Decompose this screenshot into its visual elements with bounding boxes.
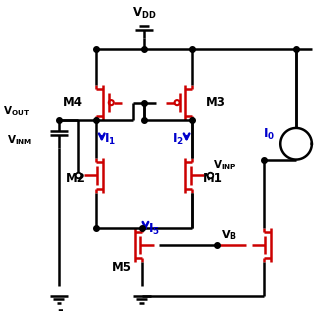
Text: $\mathbf{V_{INP}}$: $\mathbf{V_{INP}}$ (212, 158, 236, 172)
Text: $\mathbf{I_1}$: $\mathbf{I_1}$ (104, 132, 116, 147)
Text: $\mathbf{V_{DD}}$: $\mathbf{V_{DD}}$ (132, 6, 156, 21)
Text: $\mathbf{V_{OUT}}$: $\mathbf{V_{OUT}}$ (4, 105, 31, 118)
Text: M1: M1 (203, 172, 223, 185)
Text: M2: M2 (66, 172, 86, 185)
Text: -: - (58, 303, 63, 317)
Text: M4: M4 (62, 96, 83, 109)
Text: M5: M5 (112, 261, 132, 274)
Text: $\mathbf{I_5}$: $\mathbf{I_5}$ (148, 222, 160, 237)
Text: $\mathbf{I_2}$: $\mathbf{I_2}$ (172, 132, 184, 147)
Text: $\mathbf{V_B}$: $\mathbf{V_B}$ (221, 228, 237, 242)
Text: M3: M3 (206, 96, 226, 109)
Text: $\mathbf{I_0}$: $\mathbf{I_0}$ (263, 127, 276, 142)
Text: $\mathbf{V_{INM}}$: $\mathbf{V_{INM}}$ (6, 133, 32, 148)
